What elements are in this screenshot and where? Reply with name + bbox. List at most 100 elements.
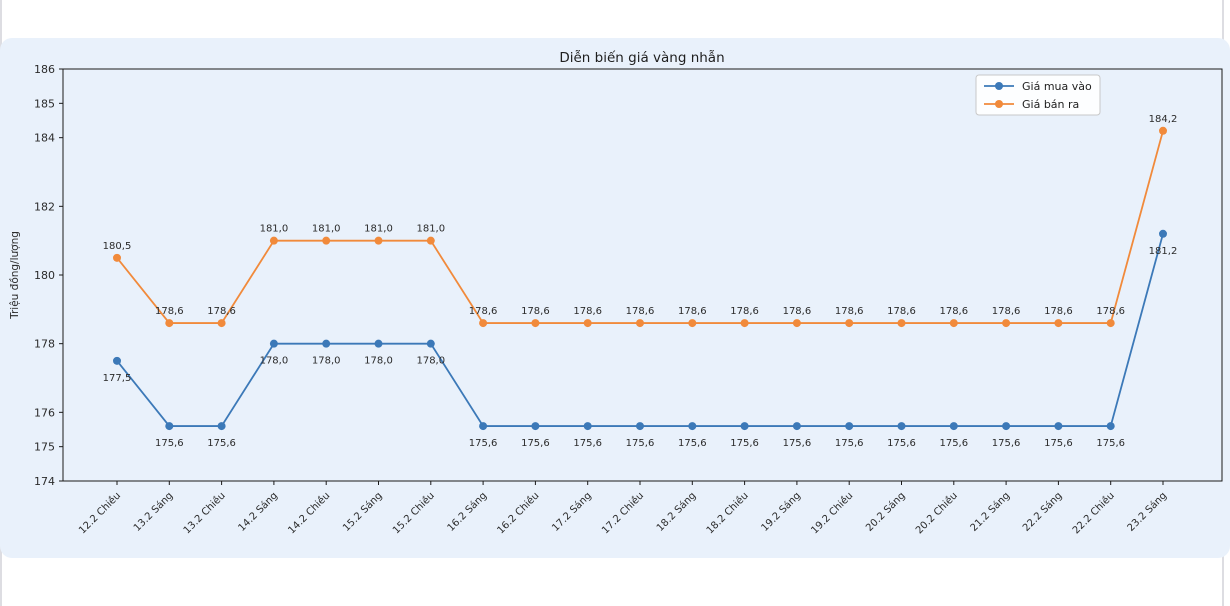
data-label: 178,6 (992, 306, 1021, 317)
data-point (949, 319, 958, 328)
legend: Giá mua vào Giá bán ra (975, 74, 1101, 116)
data-label: 178,6 (1044, 306, 1073, 317)
x-tick-label: 21.2 Sáng (968, 490, 1012, 534)
data-label: 178,6 (678, 306, 707, 317)
chart-title: Diễn biến giá vàng nhẫn (559, 49, 724, 66)
x-tick-label: 17.2 Chiều (599, 490, 646, 537)
data-point (740, 422, 749, 431)
legend-label: Giá mua vào (1022, 80, 1092, 93)
data-label: 180,5 (103, 241, 132, 252)
data-point (1159, 126, 1167, 135)
data-point (636, 422, 644, 431)
data-label: 178,0 (416, 356, 445, 367)
data-point (1002, 422, 1011, 431)
data-label: 178,0 (364, 356, 393, 367)
data-label: 178,6 (887, 306, 916, 317)
data-label: 178,6 (521, 306, 550, 317)
data-point (740, 319, 749, 328)
data-point (897, 319, 906, 328)
data-point (583, 319, 592, 328)
x-tick-label: 22.2 Sáng (1020, 490, 1064, 534)
x-tick-label: 23.2 Sáng (1125, 490, 1169, 534)
data-label: 178,0 (260, 356, 289, 367)
plot-frame (62, 68, 1223, 482)
data-label: 178,6 (783, 306, 812, 317)
data-label: 181,0 (364, 224, 393, 235)
data-label: 175,6 (155, 438, 184, 449)
x-tick-label: 13.2 Sáng (131, 490, 175, 534)
data-point (113, 356, 121, 365)
data-point (1106, 319, 1115, 328)
data-label: 177,5 (103, 373, 132, 384)
data-label: 181,0 (416, 224, 445, 235)
data-label: 175,6 (1044, 438, 1073, 449)
data-label: 175,6 (678, 438, 707, 449)
data-label: 178,0 (312, 356, 341, 367)
data-point (322, 339, 331, 348)
data-label: 178,6 (626, 306, 655, 317)
legend-item: Giá mua vào (984, 80, 1092, 93)
y-tick-label: 184 (34, 132, 55, 145)
data-point (322, 236, 331, 245)
x-tick-label: 19.2 Sáng (759, 490, 803, 534)
x-tick-label: 17.2 Sáng (550, 490, 594, 534)
data-label: 175,6 (783, 438, 812, 449)
data-point (217, 422, 226, 431)
legend-box (975, 74, 1101, 116)
data-point (1054, 422, 1063, 431)
data-point (426, 236, 435, 245)
legend-marker (995, 82, 1003, 90)
data-label: 181,2 (1149, 246, 1178, 257)
data-point (1159, 229, 1167, 238)
data-label: 178,6 (573, 306, 602, 317)
data-label: 178,6 (939, 306, 968, 317)
data-point (688, 319, 697, 328)
data-label: 178,6 (1096, 306, 1125, 317)
data-point (792, 319, 801, 328)
data-label: 175,6 (207, 438, 236, 449)
y-tick-label: 175 (34, 441, 55, 454)
data-point (531, 422, 540, 431)
data-point (845, 422, 854, 431)
data-label: 184,2 (1149, 114, 1178, 125)
y-tick-label: 178 (34, 338, 55, 351)
data-point (165, 319, 174, 328)
legend-item: Giá bán ra (984, 98, 1079, 111)
data-label: 175,6 (730, 438, 759, 449)
data-label: 178,6 (155, 306, 184, 317)
y-tick-label: 182 (34, 200, 55, 213)
data-point (113, 253, 121, 262)
data-point (1054, 319, 1063, 328)
data-label: 175,6 (1096, 438, 1125, 449)
x-tick-label: 19.2 Chiều (809, 490, 856, 537)
data-point (269, 339, 278, 348)
data-point (636, 319, 644, 328)
data-point (845, 319, 854, 328)
x-tick-label: 15.2 Sáng (340, 490, 384, 534)
data-point (374, 236, 383, 245)
x-tick-label: 18.2 Sáng (654, 490, 698, 534)
data-label: 178,6 (730, 306, 759, 317)
y-tick-label: 176 (34, 406, 55, 419)
data-label: 175,6 (626, 438, 655, 449)
data-point (897, 422, 906, 431)
data-point (1002, 319, 1011, 328)
legend-marker (995, 100, 1003, 108)
chart-panel (0, 38, 1230, 558)
data-point (426, 339, 435, 348)
x-tick-label: 20.2 Chiều (913, 490, 960, 537)
y-tick-label: 180 (34, 269, 55, 282)
x-tick-label: 22.2 Chiều (1070, 490, 1117, 537)
data-point (269, 236, 278, 245)
x-tick-label: 16.2 Chiều (495, 490, 542, 537)
y-tick-label: 186 (34, 63, 55, 76)
data-point (531, 319, 540, 328)
y-tick-label: 185 (34, 97, 55, 110)
data-label: 175,6 (887, 438, 916, 449)
data-point (1106, 422, 1115, 431)
data-label: 175,6 (469, 438, 498, 449)
data-point (217, 319, 226, 328)
data-point (479, 319, 488, 328)
data-point (374, 339, 383, 348)
